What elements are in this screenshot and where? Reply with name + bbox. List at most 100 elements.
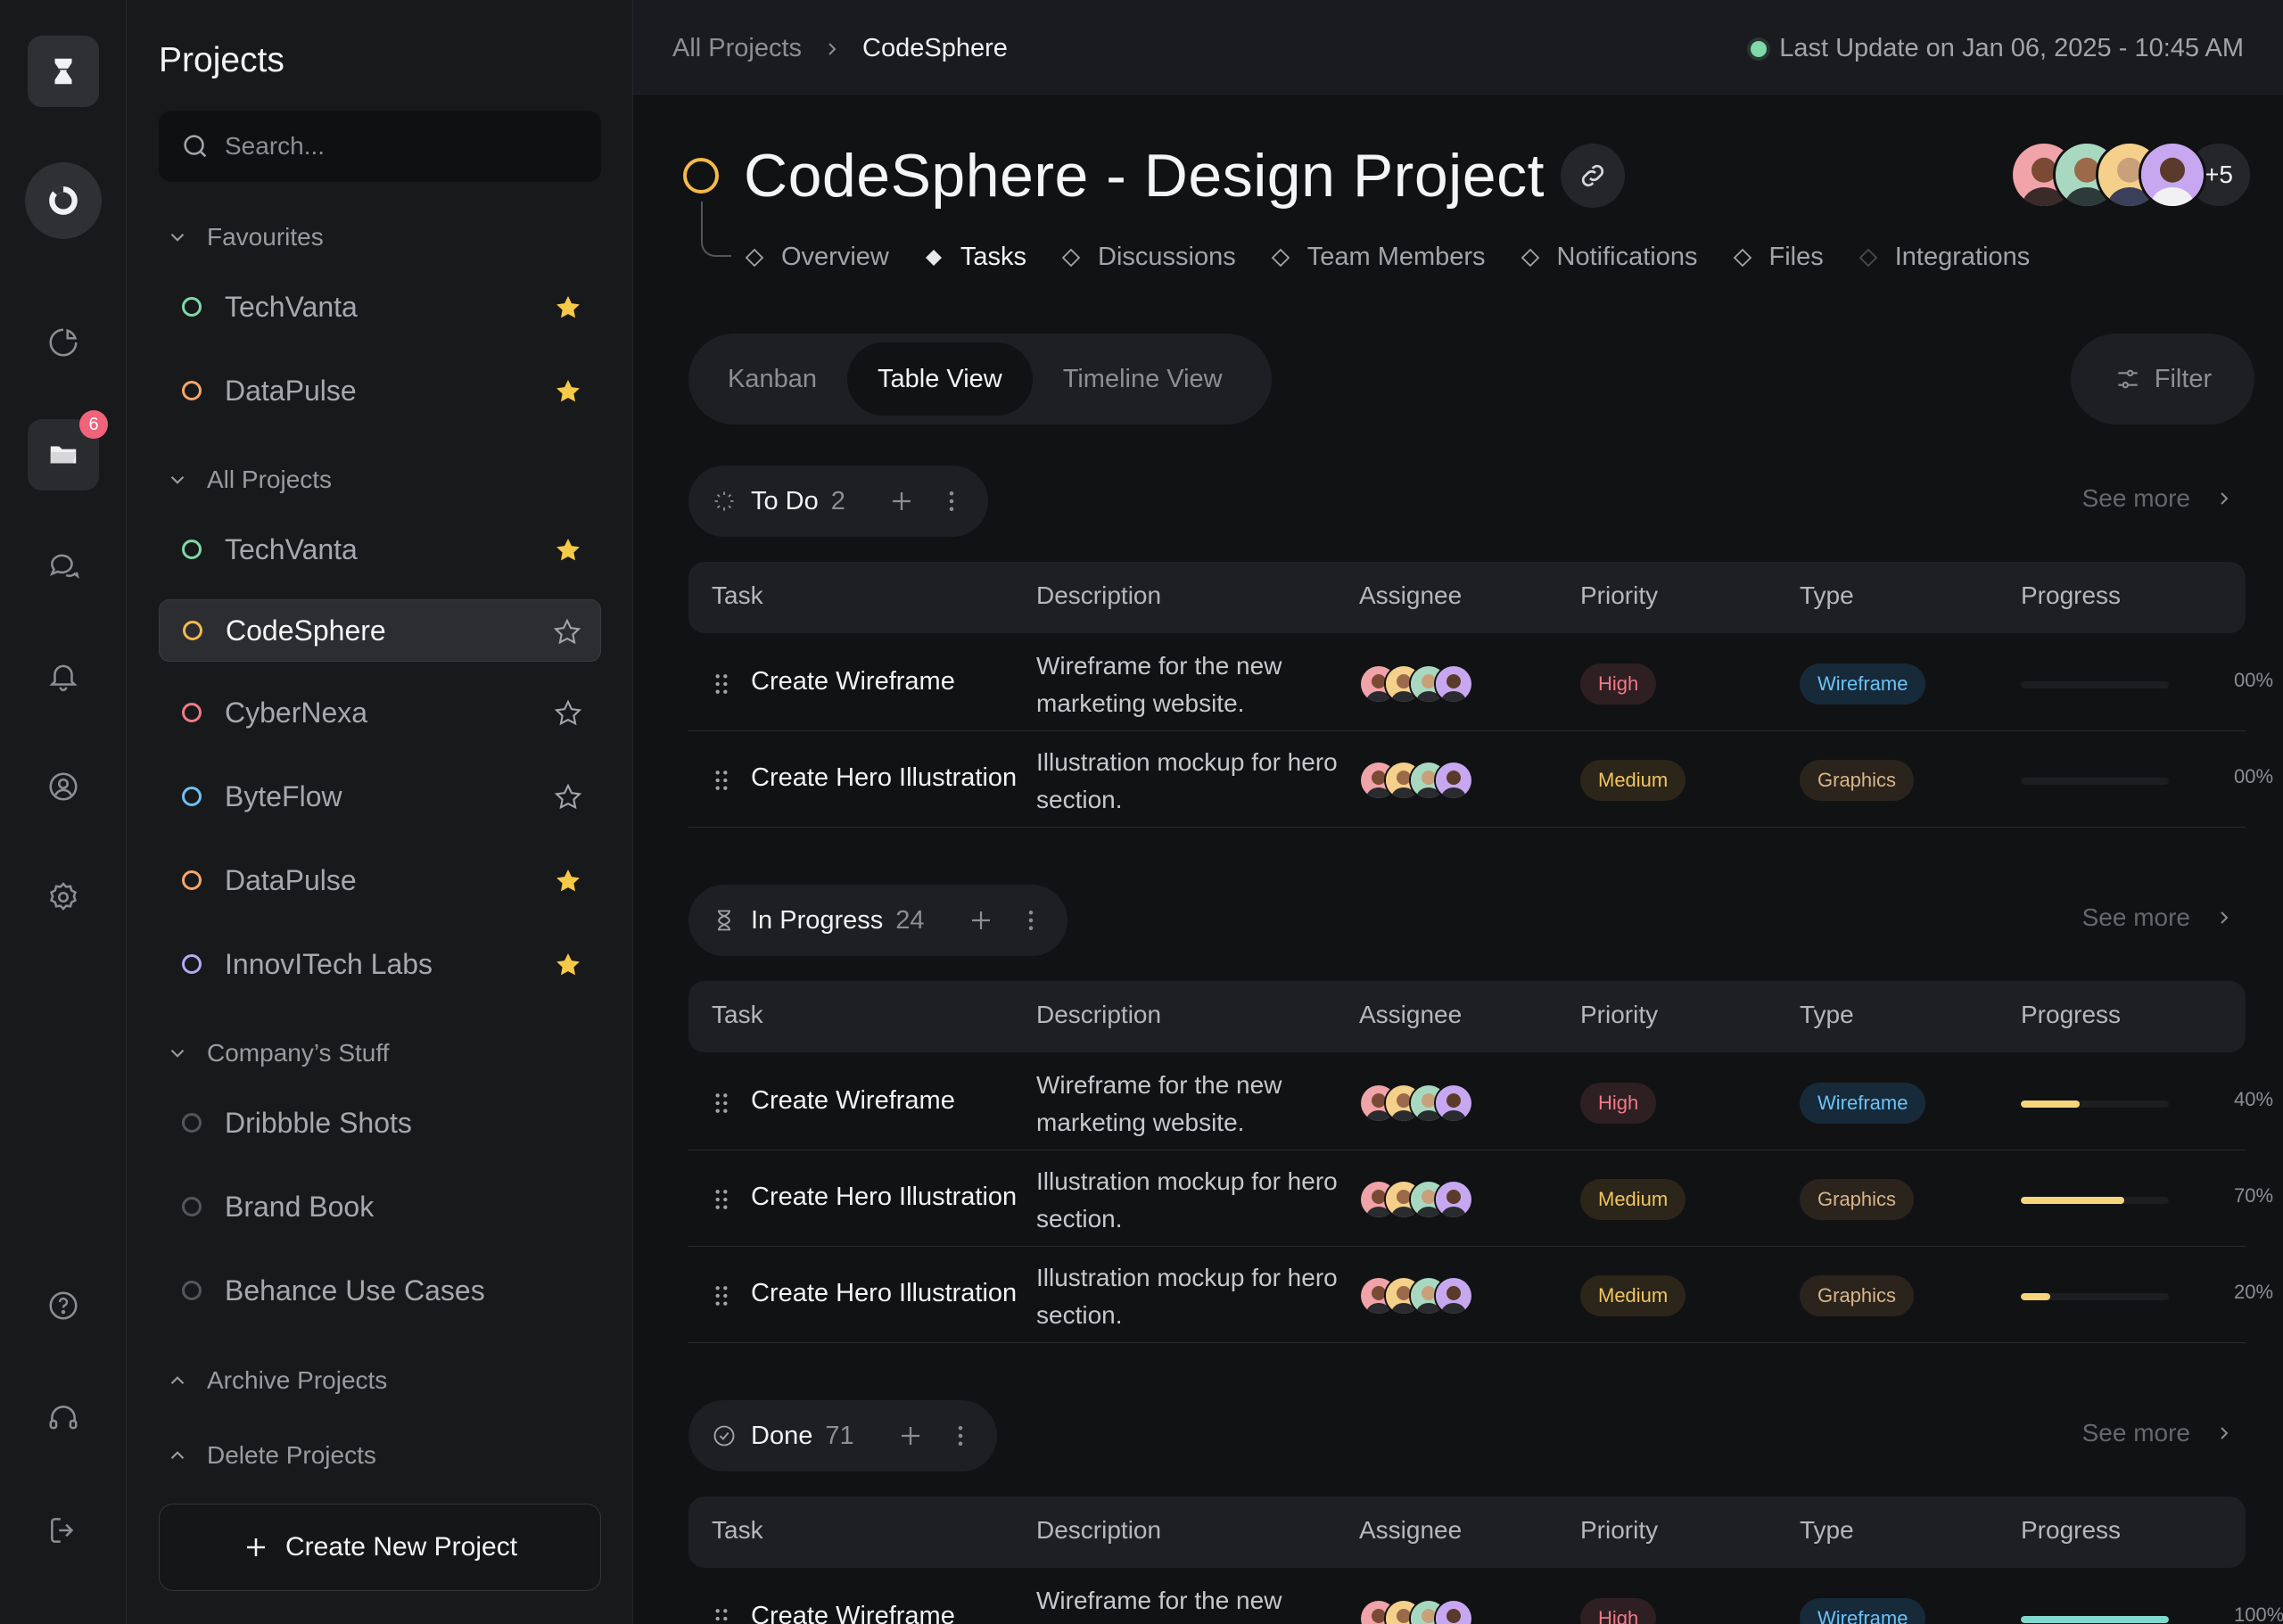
sidebar-item-byteflow[interactable]: ByteFlow <box>159 765 601 828</box>
assignee-avatars[interactable] <box>1359 761 1473 800</box>
logout-icon[interactable] <box>28 1495 99 1566</box>
sidebar-item-dribbble-shots[interactable]: Dribbble Shots <box>159 1092 601 1154</box>
sidebar-item-datapulse[interactable]: DataPulse <box>159 849 601 911</box>
view-timeline[interactable]: Timeline View <box>1062 364 1223 393</box>
table-row[interactable]: Create Wireframe Wireframe for the new ma… <box>688 1054 2273 1150</box>
column-header[interactable]: Task <box>712 1001 763 1028</box>
table-row[interactable]: Create Hero Illustration Illustration moc… <box>688 1150 2273 1247</box>
view-table[interactable]: Table View <box>847 342 1033 416</box>
breadcrumb-root-link[interactable]: All Projects <box>672 34 803 62</box>
section-all-projects[interactable]: All Projects <box>166 466 332 494</box>
column-header[interactable]: Priority <box>1580 1516 1659 1544</box>
sidebar-item-techvanta-fav[interactable]: TechVanta <box>159 276 601 338</box>
column-header[interactable]: Priority <box>1580 581 1659 609</box>
column-header[interactable]: Description <box>1036 581 1162 609</box>
plus-icon[interactable] <box>968 907 994 934</box>
avatar[interactable] <box>1434 1276 1473 1315</box>
more-vertical-icon[interactable] <box>938 488 965 515</box>
sidebar-item-cybernexa[interactable]: CyberNexa <box>159 681 601 744</box>
star-filled-icon[interactable] <box>553 535 583 565</box>
more-vertical-icon[interactable] <box>1018 907 1044 934</box>
drag-handle-icon[interactable] <box>713 769 729 792</box>
sidebar-item-brand-book[interactable]: Brand Book <box>159 1175 601 1238</box>
star-filled-icon[interactable] <box>553 293 583 323</box>
help-icon[interactable] <box>28 1270 99 1341</box>
bell-icon[interactable] <box>28 640 99 712</box>
star-outline-icon[interactable] <box>552 617 582 647</box>
gear-icon[interactable] <box>28 861 99 933</box>
column-header[interactable]: Task <box>712 1516 763 1544</box>
copy-link-button[interactable] <box>1560 144 1625 208</box>
search-box[interactable] <box>159 111 601 182</box>
headset-icon[interactable] <box>28 1382 99 1454</box>
star-filled-icon[interactable] <box>553 950 583 980</box>
user-circle-icon[interactable] <box>28 751 99 822</box>
column-header[interactable]: Description <box>1036 1001 1162 1028</box>
avatar[interactable] <box>1434 1180 1473 1219</box>
table-row[interactable]: Create Wireframe Wireframe for the new Hig… <box>688 1570 2283 1624</box>
tab-team-members[interactable]: Team Members <box>1270 243 1486 272</box>
task-name[interactable]: Create Wireframe <box>751 667 955 696</box>
column-header[interactable]: Priority <box>1580 1001 1659 1028</box>
column-header[interactable]: Assignee <box>1359 1516 1463 1544</box>
search-input[interactable] <box>225 132 581 161</box>
drag-handle-icon[interactable] <box>713 1188 729 1211</box>
tab-overview[interactable]: Overview <box>744 243 889 272</box>
table-row[interactable]: Create Wireframe Wireframe for the new ma… <box>688 635 2273 731</box>
drag-handle-icon[interactable] <box>713 1092 729 1115</box>
task-name[interactable]: Create Hero Illustration <box>751 1279 1018 1307</box>
star-filled-icon[interactable] <box>553 866 583 896</box>
section-company-stuff[interactable]: Company’s Stuff <box>166 1039 389 1068</box>
plus-icon[interactable] <box>888 488 915 515</box>
plus-icon[interactable] <box>897 1422 924 1449</box>
see-more-link[interactable]: See more <box>2082 903 2235 932</box>
sidebar-item-innovitech-labs[interactable]: InnovITech Labs <box>159 933 601 995</box>
tab-notifications[interactable]: Notifications <box>1520 243 1698 272</box>
see-more-link[interactable]: See more <box>2082 1419 2235 1447</box>
column-header[interactable]: Progress <box>2021 1516 2122 1544</box>
assignee-avatars[interactable] <box>1359 1084 1473 1123</box>
sidebar-item-datapulse-fav[interactable]: DataPulse <box>159 359 601 422</box>
team-avatars[interactable]: +5 <box>2010 141 2253 209</box>
drag-handle-icon[interactable] <box>713 1284 729 1307</box>
tab-files[interactable]: Files <box>1732 243 1824 272</box>
avatar[interactable] <box>1434 761 1473 800</box>
drag-handle-icon[interactable] <box>713 672 729 696</box>
task-name[interactable]: Create Hero Illustration <box>751 763 1018 792</box>
column-header[interactable]: Progress <box>2021 1001 2122 1028</box>
pie-chart-icon[interactable] <box>28 307 99 378</box>
tab-integrations[interactable]: Integrations <box>1858 243 2030 272</box>
star-filled-icon[interactable] <box>553 376 583 407</box>
task-name[interactable]: Create Hero Illustration <box>751 1183 1018 1211</box>
avatar[interactable] <box>2139 141 2206 209</box>
assignee-avatars[interactable] <box>1359 1599 1473 1624</box>
column-header[interactable]: Assignee <box>1359 1001 1463 1028</box>
dashboard-ring-icon[interactable] <box>25 162 102 239</box>
sidebar-item-behance-use-cases[interactable]: Behance Use Cases <box>159 1259 601 1322</box>
avatar[interactable] <box>1434 1084 1473 1123</box>
section-favourites[interactable]: Favourites <box>166 223 324 251</box>
view-kanban[interactable]: Kanban <box>728 364 817 393</box>
star-outline-icon[interactable] <box>553 782 583 812</box>
create-project-button[interactable]: Create New Project <box>159 1504 601 1591</box>
task-name[interactable]: Create Wireframe <box>751 1602 955 1624</box>
column-header[interactable]: Task <box>712 581 763 609</box>
column-header[interactable]: Type <box>1800 581 1854 609</box>
assignee-avatars[interactable] <box>1359 1276 1473 1315</box>
assignee-avatars[interactable] <box>1359 1180 1473 1219</box>
hourglass-logo-icon[interactable] <box>28 36 99 107</box>
section-delete-projects[interactable]: Delete Projects <box>166 1441 376 1470</box>
task-name[interactable]: Create Wireframe <box>751 1086 955 1115</box>
column-header[interactable]: Type <box>1800 1516 1854 1544</box>
tab-discussions[interactable]: Discussions <box>1060 243 1236 272</box>
column-header[interactable]: Assignee <box>1359 581 1463 609</box>
section-archive-projects[interactable]: Archive Projects <box>166 1366 387 1395</box>
column-header[interactable]: Type <box>1800 1001 1854 1028</box>
see-more-link[interactable]: See more <box>2082 484 2235 513</box>
assignee-avatars[interactable] <box>1359 664 1473 704</box>
filter-button[interactable]: Filter <box>2071 334 2254 425</box>
star-outline-icon[interactable] <box>553 698 583 729</box>
column-header[interactable]: Progress <box>2021 581 2122 609</box>
more-vertical-icon[interactable] <box>947 1422 974 1449</box>
avatar[interactable] <box>1359 761 1398 800</box>
